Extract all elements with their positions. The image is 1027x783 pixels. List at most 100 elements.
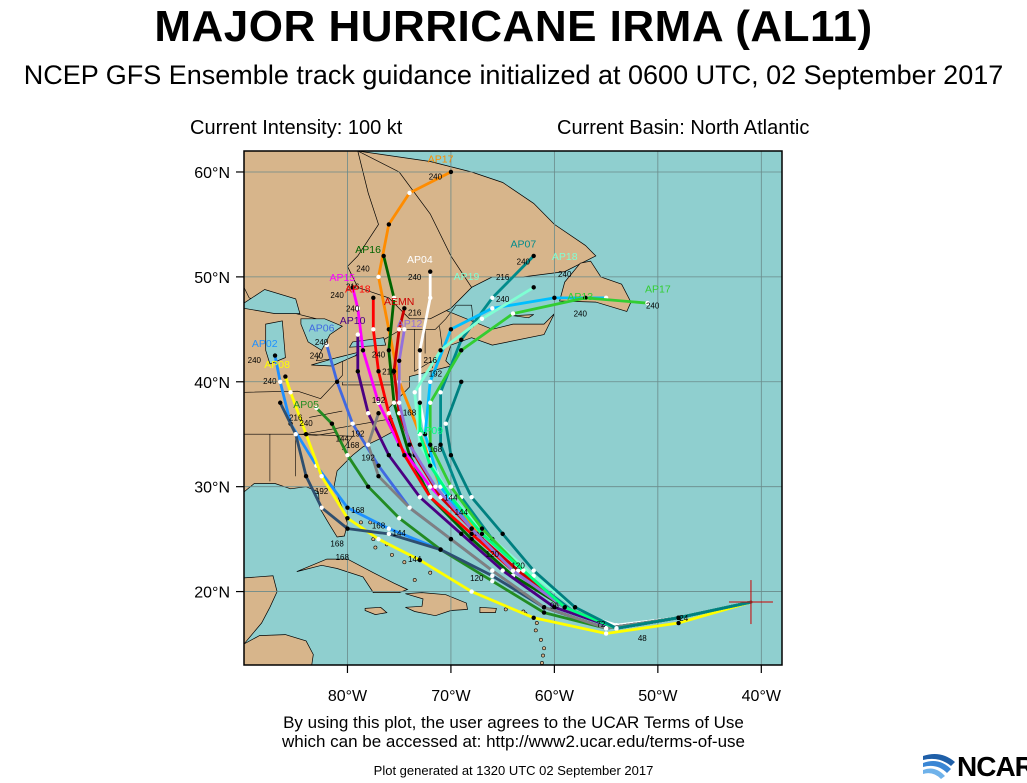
track-point [552,295,557,301]
track-point [417,557,423,563]
generated-timestamp: Plot generated at 1320 UTC 02 September … [373,763,654,778]
track-point [386,348,392,353]
track-point [515,568,521,573]
track-point [365,442,371,447]
track-point [396,327,402,332]
track-point [396,400,402,405]
track-point [407,505,412,510]
island [402,560,407,565]
track-point [278,400,283,405]
state-border [244,360,343,399]
island [371,537,376,542]
island [534,621,539,625]
terms-line-2: which can be accessed at: http://www2.uc… [281,732,745,751]
track-point [541,610,547,615]
current-intensity: Current Intensity: 100 kt [190,117,403,139]
island [535,673,538,676]
track-point [386,411,392,416]
track-point [417,432,423,437]
track-point [562,605,567,610]
forecast-hour-label: 240 [496,295,510,304]
forecast-hour-label: 216 [424,356,438,365]
track-point [376,536,381,542]
forecast-hour-label: 240 [315,338,329,347]
forecast-hour-label: 240 [356,265,370,274]
track-point [371,327,376,332]
track-point [396,358,402,363]
track-name-label: AP13 [567,291,593,303]
forecast-hour-label: 168 [330,539,344,548]
island [503,607,508,612]
track-point [283,374,288,379]
island [542,646,546,651]
track-point [490,578,495,584]
track-name-label: AP18 [552,251,578,263]
track-point [583,295,588,301]
island [428,570,433,575]
lat-tick-label: 40°N [194,375,230,392]
track-name-label: AP06 [309,322,335,334]
track-point [334,379,340,384]
track-point [402,453,407,458]
track-point [469,526,474,531]
track-point [448,484,454,489]
track-point [319,505,324,510]
forecast-hour-label: 240 [372,351,386,360]
forecast-hour-label: 240 [248,356,262,365]
map-title: MAJOR HURRICANE IRMA (AL11) [154,2,873,51]
track-point [428,379,433,384]
track-name-label: AP08 [264,359,290,371]
track-point [448,536,454,542]
track-point [350,421,355,426]
track-name-label: AP18 [345,284,371,296]
forecast-hour-label: 48 [638,634,647,643]
forecast-hour-label: 192 [315,487,329,496]
island [373,545,378,550]
track-point [319,473,324,479]
track-point [376,463,381,468]
track-point [324,342,329,348]
track-point [417,400,423,405]
yucatan-land [244,575,278,645]
track-point [407,442,412,447]
forecast-hour-label: 168 [351,506,365,515]
track-point [433,484,438,489]
forecast-hour-label: 144 [336,435,350,444]
track-point [417,348,423,353]
forecast-hour-label: 24 [679,614,688,623]
track-point [510,568,516,573]
track-point [448,453,454,458]
track-name-label: AP02 [252,338,278,350]
track-point [407,190,412,196]
current-position-marker [728,580,773,625]
forecast-hour-label: 144 [455,508,469,517]
forecast-hour-label: 144 [393,529,407,538]
track-point [603,631,609,636]
track-point [521,568,526,573]
state-border [295,431,338,436]
track-name-label: AP09 [417,425,443,437]
island [541,653,545,658]
track-point [303,432,309,437]
track-point [459,531,464,537]
track-point [438,390,443,395]
map-subtitle: NCEP GFS Ensemble track guidance initial… [23,60,1004,90]
track-point [355,306,361,311]
track-point [531,568,536,573]
track-name-label: AP19 [454,271,480,283]
track-point [490,573,495,579]
track-point [645,300,650,306]
track-point [345,453,350,458]
lon-tick-label: 60°W [535,688,575,705]
track-name-label: AP05 [293,399,319,411]
forecast-hour-label: 168 [429,445,443,454]
track-point [448,494,454,500]
state-border [302,433,354,451]
track-point [448,169,454,175]
lake-michigan [265,320,286,365]
forecast-hour-label: 240 [310,352,324,361]
forecast-hour-label: 168 [372,522,386,531]
track-point [365,484,371,489]
